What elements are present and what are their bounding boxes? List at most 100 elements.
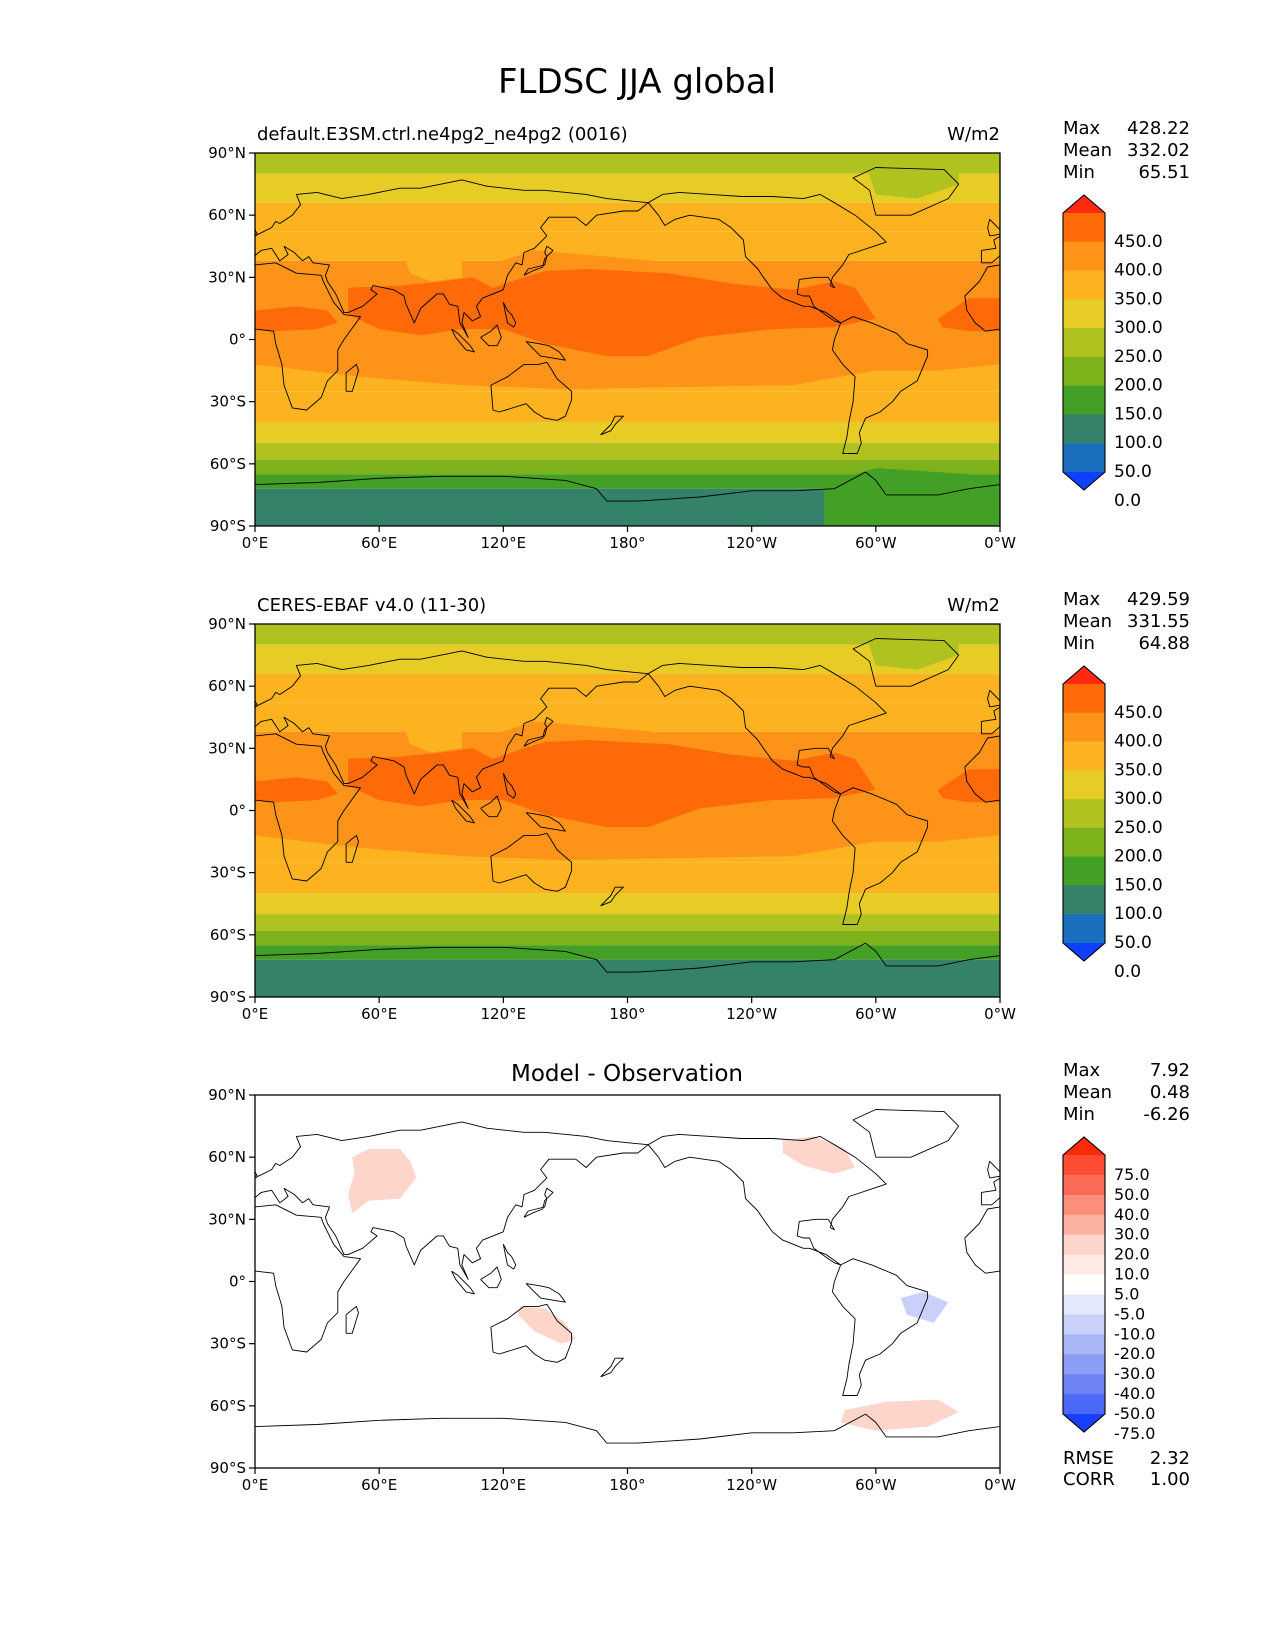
difference-region <box>782 1136 856 1174</box>
colorbar-segment <box>1063 213 1105 243</box>
colorbar-label: -50.0 <box>1114 1404 1155 1423</box>
colorbar-segment <box>1063 385 1105 415</box>
colorbar-segment <box>1063 1394 1105 1415</box>
colorbar-segment <box>1063 1274 1105 1295</box>
colorbar-outline <box>1062 665 1106 962</box>
panel-units: W/m2 <box>947 595 1000 616</box>
x-tick-label: 60°E <box>361 1476 397 1494</box>
colorbar-segment <box>1063 770 1105 800</box>
contour-band <box>255 443 1000 460</box>
stat-value: 0.48 <box>1150 1082 1190 1103</box>
x-tick-label: 180° <box>609 1476 645 1494</box>
panel-title-left: default.E3SM.ctrl.ne4pg2_ne4pg2 (0016) <box>257 124 628 145</box>
colorbar-label: 300.0 <box>1114 789 1163 809</box>
contour-400-450 <box>937 769 1000 803</box>
contour-400-450 <box>255 306 338 332</box>
y-tick-label: 60°N <box>208 1148 246 1166</box>
contour-100-150 <box>824 468 1000 526</box>
colorbar-label: 75.0 <box>1114 1165 1150 1184</box>
y-tick-label: 90°N <box>208 144 246 162</box>
coastline <box>980 706 1000 735</box>
y-tick-label: 30°N <box>208 268 246 286</box>
axis-ticks: 0°E 60°E 120°E 180° 120°W 60°W 0°W 90°N 60°N 30°N… <box>208 144 1016 552</box>
x-tick-label: 180° <box>609 534 645 552</box>
coastline <box>255 1204 361 1353</box>
x-tick-label: 60°E <box>361 1005 397 1023</box>
coastline <box>647 1133 887 1266</box>
colorbar-label: 450.0 <box>1114 703 1163 723</box>
colorbar-label: 5.0 <box>1114 1284 1139 1303</box>
y-tick-label: 30°N <box>208 1210 246 1228</box>
contour-band <box>255 231 1000 261</box>
coastlines <box>255 1109 1000 1468</box>
stat-label: Mean <box>1063 140 1112 161</box>
colorbar-label: 300.0 <box>1114 318 1163 338</box>
coastline <box>490 1303 573 1363</box>
contour-band <box>255 945 1000 960</box>
x-tick-label: 0°E <box>242 534 269 552</box>
colorbar-segment <box>1063 684 1105 714</box>
colorbar-label: 150.0 <box>1114 875 1163 895</box>
coastline <box>831 316 929 454</box>
colorbar-segment <box>1063 712 1105 743</box>
stat-value: -6.26 <box>1143 1104 1190 1125</box>
coastline <box>525 1283 566 1303</box>
stat-label: Min <box>1063 633 1095 654</box>
contour-band <box>255 673 1000 703</box>
colorbar-label: 10.0 <box>1114 1265 1150 1284</box>
colorbar-label: -30.0 <box>1114 1364 1155 1383</box>
coastline <box>255 229 258 235</box>
colorbar-segment <box>1063 356 1105 387</box>
contour-400-450 <box>255 777 338 803</box>
y-tick-label: 0° <box>229 1273 246 1291</box>
colorbar-label: 150.0 <box>1114 404 1163 424</box>
colorbar: 450.0 400.0 350.0 300.0 250.0 200.0 150.0 100.0… <box>1062 194 1163 511</box>
coastline <box>600 886 624 907</box>
colorbar: 450.0 400.0 350.0 300.0 250.0 200.0 150.0 100.0… <box>1062 665 1163 982</box>
contour-200-250 <box>867 161 959 199</box>
y-tick-label: 60°S <box>210 455 246 473</box>
y-tick-label: 90°N <box>208 1086 246 1104</box>
difference-region <box>517 1306 576 1344</box>
colorbar-label: 400.0 <box>1114 261 1163 281</box>
stat-value: 332.02 <box>1127 140 1190 161</box>
contour-band <box>255 202 1000 232</box>
x-tick-label: 0°E <box>242 1005 269 1023</box>
y-tick-label: 30°N <box>208 739 246 757</box>
colorbar-segment <box>1063 1155 1105 1176</box>
coastline <box>523 1187 554 1218</box>
colorbar-label: -5.0 <box>1114 1304 1145 1323</box>
contour-band <box>255 914 1000 931</box>
stat-label: Min <box>1063 162 1095 183</box>
x-tick-label: 120°E <box>481 1005 527 1023</box>
axis-ticks: 0°E 60°E 120°E 180° 120°W 60°W 0°W 90°N 60°N 30°N… <box>208 1086 1016 1494</box>
coastline <box>255 1171 258 1177</box>
stat-label: Min <box>1063 1104 1095 1125</box>
panel-model: default.E3SM.ctrl.ne4pg2_ne4pg2 (0016) W… <box>208 118 1190 552</box>
y-tick-label: 0° <box>229 331 246 349</box>
coastline <box>451 328 475 353</box>
colorbar-label: -40.0 <box>1114 1384 1155 1403</box>
coastline <box>502 1243 517 1270</box>
metric-label: CORR <box>1063 1469 1115 1490</box>
coastline <box>647 191 887 324</box>
metrics-box: RMSE 2.32 CORR 1.00 <box>1063 1448 1190 1490</box>
map-field <box>255 624 1000 997</box>
contour-band <box>255 624 1000 645</box>
colorbar-label: 50.0 <box>1114 933 1152 953</box>
colorbar-segment <box>1063 299 1105 329</box>
colorbar-segment <box>1063 856 1105 886</box>
x-tick-label: 60°W <box>855 534 897 552</box>
y-tick-label: 30°S <box>210 1335 246 1353</box>
coastline <box>525 341 566 361</box>
contour-400-450 <box>348 740 876 828</box>
colorbar-label: -20.0 <box>1114 1344 1155 1363</box>
x-tick-label: 180° <box>609 1005 645 1023</box>
stat-label: Mean <box>1063 1082 1112 1103</box>
stat-label: Max <box>1063 1060 1101 1081</box>
colorbar-segment <box>1063 443 1105 473</box>
panel-units: W/m2 <box>947 124 1000 145</box>
contour-300-350 <box>404 723 462 753</box>
stats-box: Max 7.92 Mean 0.48 Min -6.26 <box>1063 1060 1190 1125</box>
stat-value: 64.88 <box>1138 633 1190 654</box>
